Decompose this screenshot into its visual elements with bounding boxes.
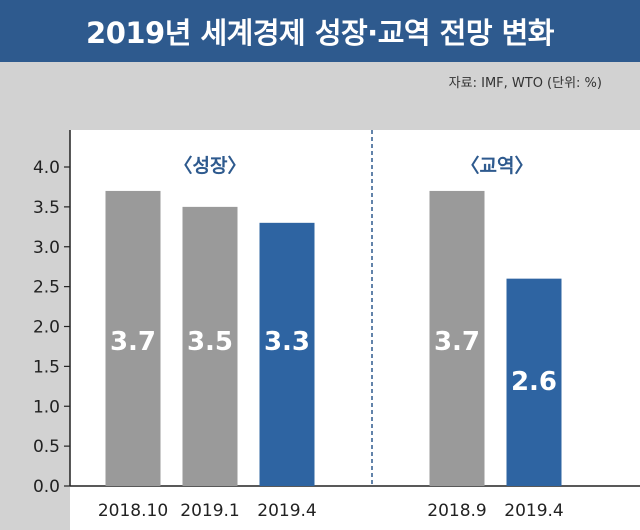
y-tick-label: 4.0 [33, 158, 60, 178]
group-label: 〈교역〉 [461, 154, 534, 177]
y-tick-label: 1.5 [33, 357, 60, 377]
header-bar: 2019년 세계경제 성장·교역 전망 변화 [0, 0, 640, 62]
x-tick-label: 2019.1 [180, 501, 239, 521]
bar [259, 222, 315, 486]
data-label: 3.3 [264, 327, 310, 357]
data-label: 3.7 [110, 327, 156, 357]
y-tick-label: 0.0 [33, 477, 60, 497]
y-tick-label: 1.0 [33, 397, 60, 417]
y-tick-label: 2.0 [33, 318, 60, 338]
data-label: 2.6 [511, 367, 557, 397]
data-label: 3.5 [187, 327, 233, 357]
bar [506, 278, 562, 486]
bar [105, 190, 161, 487]
y-tick-label: 2.5 [33, 278, 60, 298]
y-tick-label: 0.5 [33, 437, 60, 457]
bar [429, 190, 485, 487]
bar [182, 206, 238, 486]
x-tick-label: 2019.4 [504, 501, 563, 521]
x-tick-label: 2018.10 [98, 501, 168, 521]
y-tick-label: 3.0 [33, 238, 60, 258]
source-note: 자료: IMF, WTO (단위: %) [448, 76, 602, 91]
x-tick-label: 2018.9 [427, 501, 486, 521]
data-label: 3.7 [434, 327, 480, 357]
x-tick-label: 2019.4 [257, 501, 316, 521]
y-tick-label: 3.5 [33, 198, 60, 218]
group-label: 〈성장〉 [174, 154, 247, 177]
page-title: 2019년 세계경제 성장·교역 전망 변화 [86, 16, 554, 50]
